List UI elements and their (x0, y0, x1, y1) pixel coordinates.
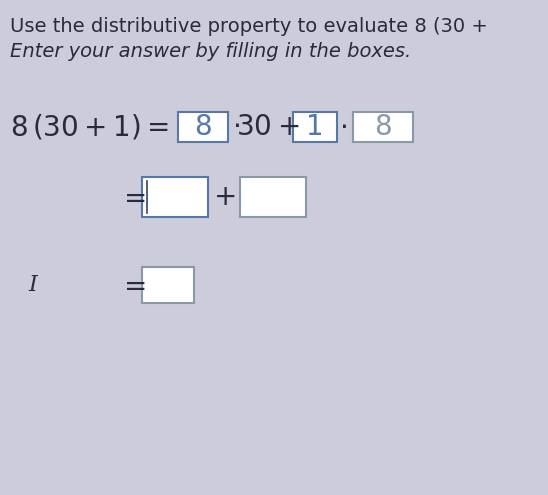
Text: $=$: $=$ (118, 271, 146, 299)
Bar (353, 112, 413, 142)
Text: I: I (28, 274, 37, 296)
Bar (142, 267, 194, 303)
Text: Enter your answer by filling in the boxes.: Enter your answer by filling in the boxe… (10, 42, 411, 61)
Text: 8: 8 (194, 113, 212, 141)
Text: $+$: $+$ (213, 183, 236, 211)
Text: 1: 1 (306, 113, 324, 141)
Bar (240, 177, 306, 217)
Text: Use the distributive property to evaluate 8 (30 +: Use the distributive property to evaluat… (10, 17, 488, 36)
Text: $8\,(30+1) =$: $8\,(30+1) =$ (10, 112, 169, 142)
Text: $\cdot$: $\cdot$ (339, 113, 347, 141)
Bar (142, 177, 208, 217)
Text: $\cdot\!30 +$: $\cdot\!30 +$ (232, 113, 299, 141)
Text: $=$: $=$ (118, 183, 146, 211)
Text: 8: 8 (374, 113, 392, 141)
Bar (178, 112, 228, 142)
Bar (293, 112, 337, 142)
